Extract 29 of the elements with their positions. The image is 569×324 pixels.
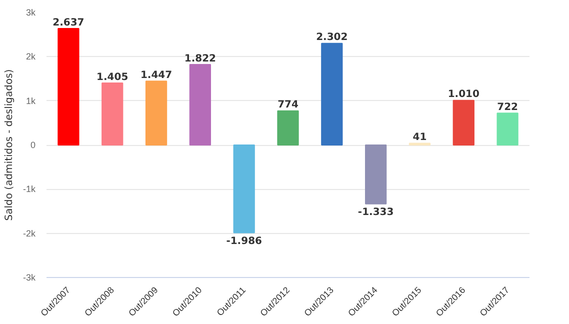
y-tick-label: -1k	[23, 184, 36, 194]
y-tick-label: 2k	[26, 52, 36, 62]
bar	[321, 42, 343, 146]
y-axis-title: Saldo (admitidos - desligados)	[4, 69, 15, 221]
y-tick-label: 3k	[26, 8, 36, 18]
bar	[145, 80, 168, 146]
y-tick-label: 0	[30, 140, 36, 150]
y-tick-label: -3k	[23, 272, 36, 282]
bar	[102, 82, 124, 146]
data-label: 2.302	[316, 32, 348, 44]
data-label: 1.010	[448, 89, 480, 100]
bar	[189, 64, 211, 146]
data-label: 41	[412, 132, 427, 144]
y-tick-label: -2k	[23, 228, 36, 238]
bar	[365, 144, 387, 204]
y-tick-label: 1k	[26, 96, 36, 106]
data-label: -1.986	[226, 236, 262, 247]
data-label: 774	[278, 100, 298, 111]
data-label: 722	[497, 102, 518, 113]
data-label: 1.405	[96, 72, 128, 83]
data-label: 2.637	[52, 17, 84, 28]
bar	[58, 28, 80, 146]
bar	[233, 144, 255, 234]
bar	[496, 112, 518, 146]
data-label: 1.447	[140, 70, 172, 81]
data-label: 1.822	[184, 53, 216, 64]
bar	[452, 100, 474, 146]
data-label: -1.333	[358, 207, 394, 218]
bar	[277, 110, 299, 146]
